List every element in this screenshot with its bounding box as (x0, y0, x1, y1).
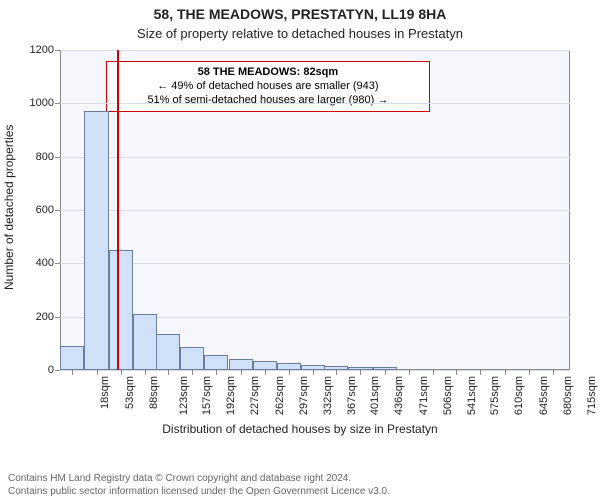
x-tick (265, 370, 266, 375)
y-tick-label: 0 (48, 364, 60, 376)
x-tick-label: 297sqm (298, 376, 310, 415)
histogram-bar (60, 346, 84, 370)
x-tick (241, 370, 242, 375)
marker-line (117, 50, 119, 370)
x-tick-label: 436sqm (394, 376, 406, 415)
x-tick-label: 401sqm (370, 376, 382, 415)
x-tick (385, 370, 386, 375)
x-tick-label: 680sqm (562, 376, 574, 415)
histogram-plot: 58 THE MEADOWS: 82sqm ← 49% of detached … (60, 50, 570, 370)
x-tick (553, 370, 554, 375)
footer-line1: Contains HM Land Registry data © Crown c… (8, 473, 592, 486)
y-tick-label: 1200 (30, 44, 60, 56)
x-axis-label: Distribution of detached houses by size … (0, 422, 600, 468)
x-tick (121, 370, 122, 375)
x-tick-label: 53sqm (124, 376, 136, 409)
x-tick-label: 18sqm (99, 376, 111, 409)
histogram-bar (277, 363, 301, 370)
x-tick (409, 370, 410, 375)
x-tick (145, 370, 146, 375)
x-tick-label: 123sqm (178, 376, 190, 415)
x-tick (529, 370, 530, 375)
histogram-bar (204, 355, 228, 370)
x-tick-label: 157sqm (201, 376, 213, 415)
x-tick (505, 370, 506, 375)
footer-line2: Contains public sector information licen… (8, 486, 592, 499)
x-tick-label: 88sqm (148, 376, 160, 409)
x-tick (216, 370, 217, 375)
x-tick (336, 370, 337, 375)
gridline (60, 263, 570, 264)
gridline (60, 157, 570, 158)
annotation-line1: 58 THE MEADOWS: 82sqm (115, 66, 421, 80)
x-tick-label: 227sqm (250, 376, 262, 415)
histogram-bar (84, 111, 108, 370)
x-tick (168, 370, 169, 375)
x-tick (97, 370, 98, 375)
x-tick-label: 715sqm (586, 376, 598, 415)
x-tick-label: 575sqm (489, 376, 501, 415)
x-tick-label: 192sqm (225, 376, 237, 415)
x-tick (480, 370, 481, 375)
x-tick (313, 370, 314, 375)
y-tick-label: 800 (36, 151, 60, 163)
gridline (60, 103, 570, 104)
page-subtitle: Size of property relative to detached ho… (0, 26, 600, 41)
x-tick-label: 262sqm (274, 376, 286, 415)
y-tick-label: 1000 (30, 97, 60, 109)
x-tick (433, 370, 434, 375)
histogram-bar (253, 361, 277, 370)
x-tick-label: 610sqm (514, 376, 526, 415)
histogram-bar (133, 314, 157, 370)
x-tick-label: 645sqm (538, 376, 550, 415)
annotation-box: 58 THE MEADOWS: 82sqm ← 49% of detached … (106, 61, 430, 112)
y-tick-label: 400 (36, 257, 60, 269)
x-tick-label: 471sqm (418, 376, 430, 415)
page-title: 58, THE MEADOWS, PRESTATYN, LL19 8HA (0, 6, 600, 22)
x-tick-label: 541sqm (466, 376, 478, 415)
x-tick (192, 370, 193, 375)
x-tick-label: 332sqm (322, 376, 334, 415)
gridline (60, 50, 570, 51)
annotation-line3: 51% of semi-detached houses are larger (… (115, 94, 421, 108)
histogram-bar (156, 334, 180, 370)
x-tick (72, 370, 73, 375)
x-tick (456, 370, 457, 375)
y-axis-label: Number of detached properties (2, 125, 16, 290)
x-tick (289, 370, 290, 375)
x-tick-label: 506sqm (442, 376, 454, 415)
footer: Contains HM Land Registry data © Crown c… (8, 473, 592, 498)
gridline (60, 370, 570, 371)
x-tick-label: 367sqm (346, 376, 358, 415)
gridline (60, 210, 570, 211)
histogram-bar (180, 347, 204, 370)
x-tick (360, 370, 361, 375)
annotation-line2: ← 49% of detached houses are smaller (94… (115, 80, 421, 94)
y-tick-label: 600 (36, 204, 60, 216)
histogram-bar (109, 250, 133, 370)
histogram-bar (229, 359, 253, 370)
y-tick-label: 200 (36, 311, 60, 323)
